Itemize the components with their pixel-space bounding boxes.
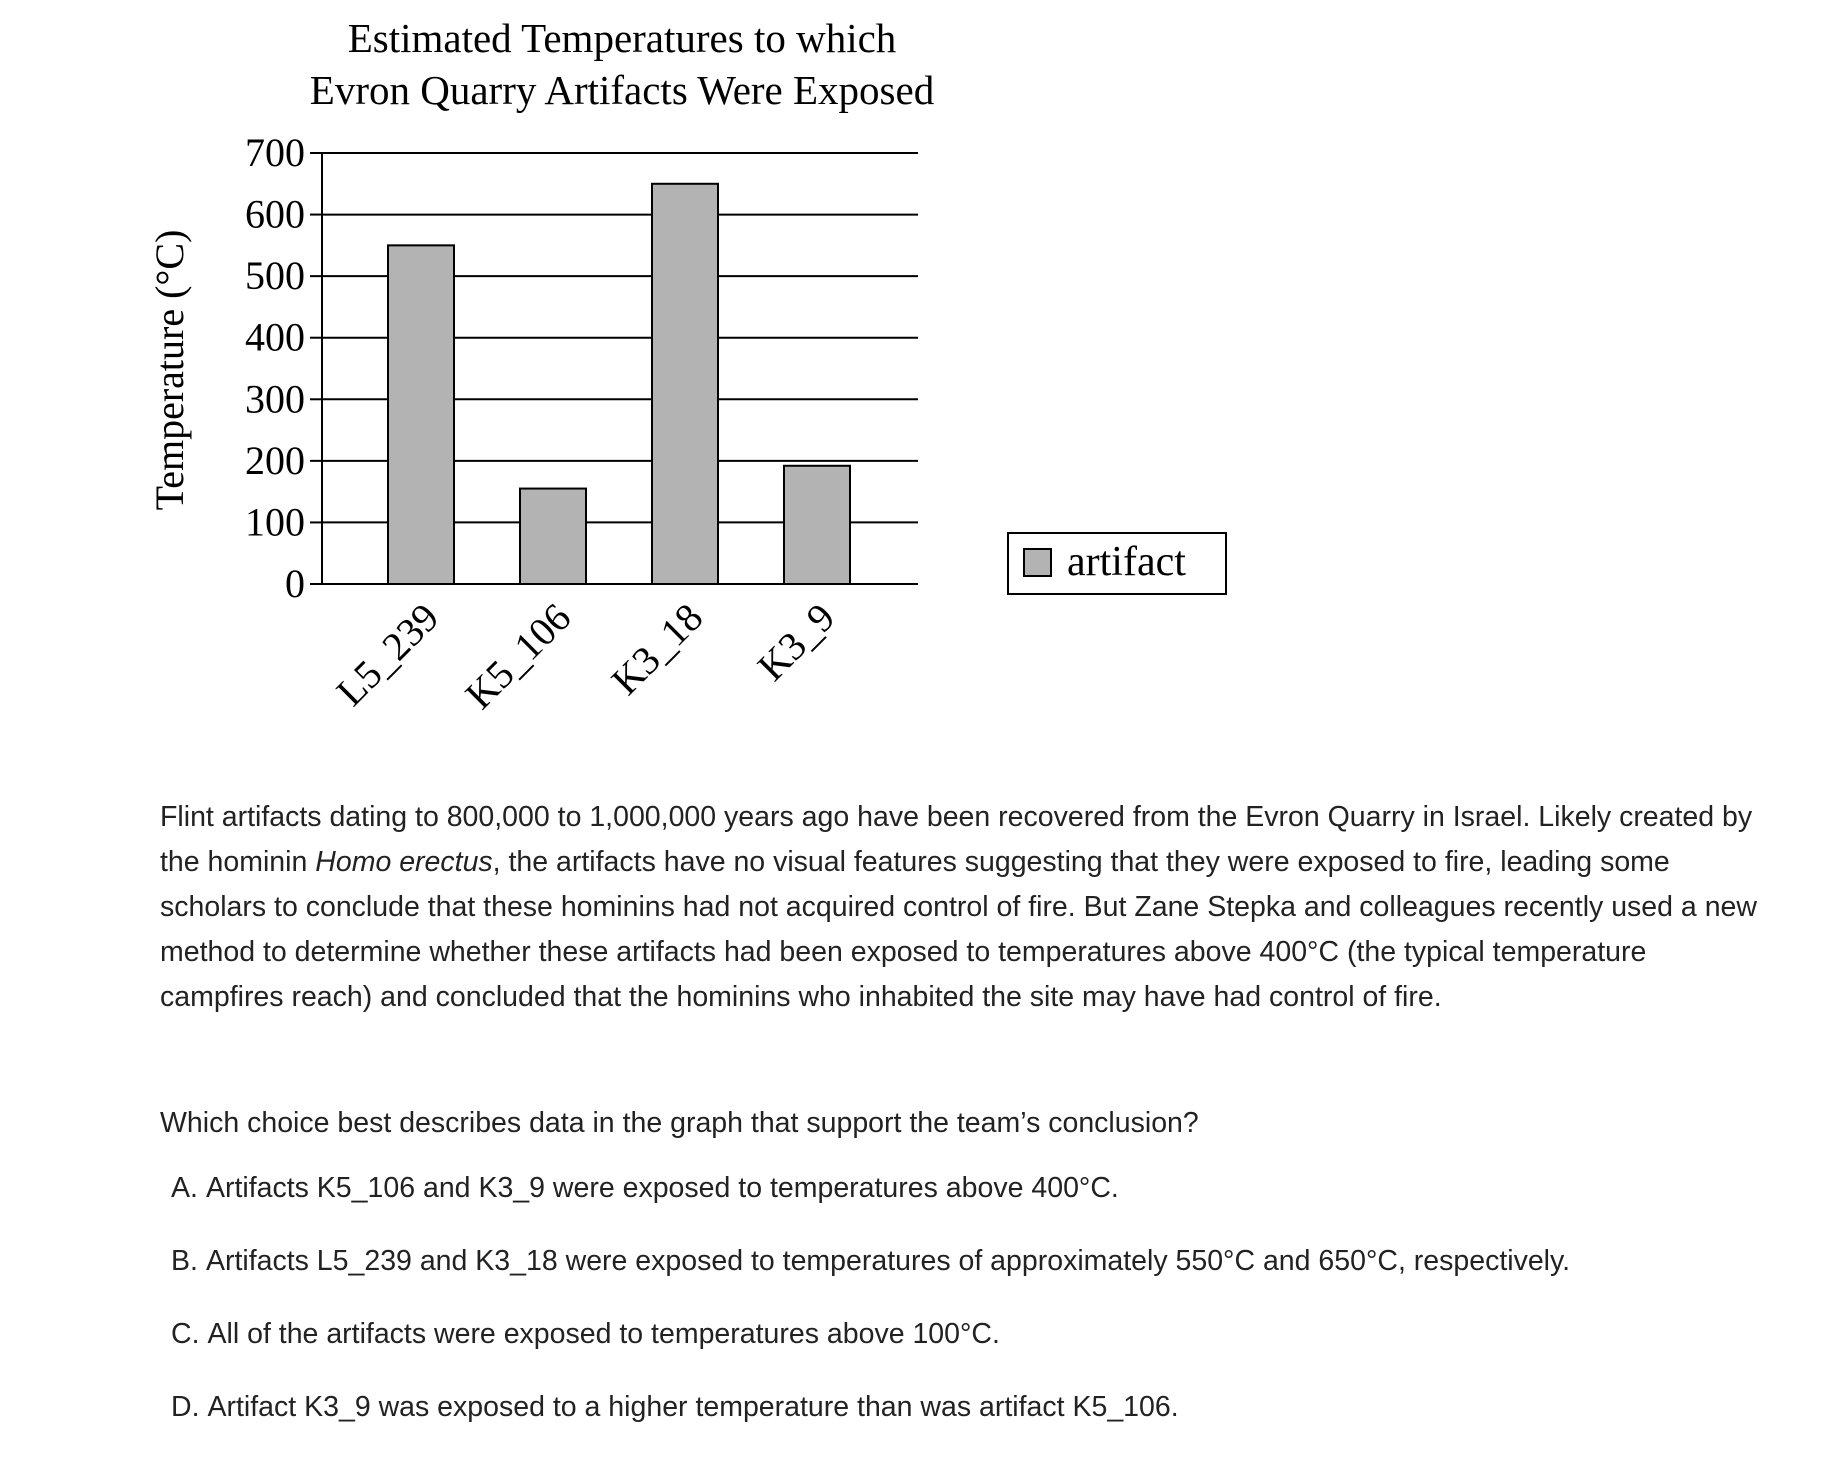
legend: artifact	[1007, 532, 1227, 595]
choice-letter: A.	[171, 1172, 198, 1204]
choice-letter: C.	[171, 1318, 200, 1350]
choice-text: Artifacts K5_106 and K3_9 were exposed t…	[205, 1172, 1119, 1204]
passage-italic-species: Homo erectus	[315, 846, 493, 878]
legend-label-artifact: artifact	[1067, 539, 1186, 585]
choice-text: All of the artifacts were exposed to tem…	[207, 1318, 1000, 1350]
y-tick-label: 600	[245, 192, 305, 237]
passage: Flint artifacts dating to 800,000 to 1,0…	[160, 795, 1760, 1020]
choice-text: Artifacts L5_239 and K3_18 were exposed …	[205, 1245, 1571, 1277]
bar-k5_106	[519, 487, 587, 586]
answer-choices: A. Artifacts K5_106 and K3_9 were exposed…	[171, 1170, 1811, 1462]
x-axis-labels: L5_239 K5_106 K3_18 K3_9	[328, 595, 844, 718]
x-category-label: L5_239	[328, 595, 448, 715]
choice-letter: B.	[171, 1245, 198, 1277]
choice-d[interactable]: D. Artifact K3_9 was exposed to a higher …	[171, 1389, 1811, 1462]
bar-k3_9	[783, 464, 851, 586]
y-axis-ticks: 0 100 200 300 400 500 600 700	[245, 130, 322, 606]
y-tick-label: 400	[245, 315, 305, 360]
y-tick-label: 500	[245, 253, 305, 298]
legend-swatch	[1023, 548, 1052, 577]
chart-title-line-2: Evron Quarry Artifacts Were Exposed	[310, 67, 934, 113]
y-tick-label: 0	[285, 561, 305, 606]
bar-chart: Estimated Temperatures to which Evron Qu…	[147, 15, 1227, 718]
choice-letter: D.	[171, 1391, 200, 1423]
chart-title-line-1: Estimated Temperatures to which	[348, 15, 897, 61]
x-category-label: K3_18	[603, 595, 712, 704]
bars	[387, 182, 851, 586]
bar-l5_239	[387, 244, 455, 585]
y-tick-label: 200	[245, 438, 305, 483]
passage-text-2: , the artifacts have no visual features …	[160, 846, 1757, 1013]
x-category-label: K3_9	[749, 595, 844, 690]
choice-b[interactable]: B. Artifacts L5_239 and K3_18 were expose…	[171, 1243, 1811, 1316]
y-tick-label: 700	[245, 130, 305, 175]
bar-k3_18	[651, 182, 719, 586]
y-tick-label: 300	[245, 376, 305, 421]
y-tick-label: 100	[245, 499, 305, 544]
choice-a[interactable]: A. Artifacts K5_106 and K3_9 were exposed…	[171, 1170, 1811, 1243]
y-axis-title: Temperature (°C)	[147, 230, 192, 511]
question-stem: Which choice best describes data in the …	[160, 1107, 1199, 1139]
choice-text: Artifact K3_9 was exposed to a higher te…	[207, 1391, 1179, 1423]
choice-c[interactable]: C. All of the artifacts were exposed to t…	[171, 1316, 1811, 1389]
x-category-label: K5_106	[456, 595, 579, 718]
passage-text-1: Flint artifacts dating to 800,000 to 1,0…	[160, 801, 1753, 878]
